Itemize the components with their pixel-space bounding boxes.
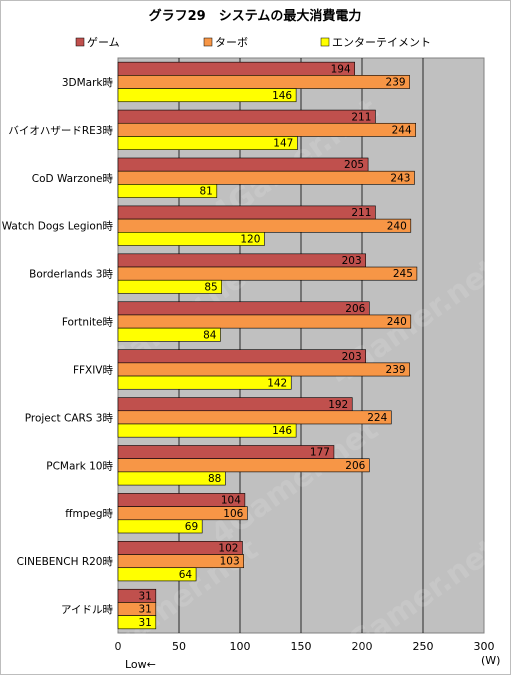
bar-value-label: 81 (199, 186, 212, 198)
bar-2 (117, 327, 221, 342)
bar-value-label: 31 (138, 617, 151, 629)
unit-label: (W) (481, 654, 500, 667)
category-label: ffmpeg時 (65, 508, 113, 520)
bar-value-label: 88 (208, 473, 221, 485)
bar-value-label: 206 (345, 460, 365, 472)
bar-2 (117, 184, 218, 198)
bar-value-label: 211 (351, 111, 371, 123)
category-label: Fortnite時 (62, 317, 114, 329)
bar-value-label: 147 (273, 138, 293, 150)
x-tick-label: 200 (352, 640, 373, 653)
x-tick-label: 100 (230, 640, 251, 653)
bar-value-label: 177 (310, 447, 330, 459)
plot-area: 0 50 100 150 200 250 3004Gamer.net4Gamer.net4G… (2, 57, 505, 673)
bar-value-label: 203 (342, 255, 362, 267)
category-label: Watch Dogs Legion時 (2, 221, 114, 233)
category-label: 3DMark時 (62, 77, 114, 89)
category-label: CoD Warzone時 (32, 173, 114, 185)
bar-value-label: 244 (392, 124, 412, 136)
bar-value-label: 203 (342, 351, 362, 363)
bar-2 (117, 88, 297, 103)
legend-label-0: ゲーム (87, 36, 120, 49)
bar-1 (117, 122, 416, 137)
bar-2 (117, 375, 292, 390)
x-tick-label: 150 (291, 640, 312, 653)
bar-value-label: 64 (179, 569, 193, 581)
bar-2 (117, 615, 157, 630)
category-label: バイオハザードRE3時 (8, 125, 113, 137)
bar-1 (117, 170, 415, 185)
bar-0 (117, 445, 335, 459)
bar-0 (117, 349, 366, 364)
bar-value-label: 224 (367, 412, 387, 424)
axis-note-low: Low← (125, 658, 156, 671)
bar-1 (117, 410, 392, 425)
bar-value-label: 31 (138, 590, 151, 602)
bar-value-label: 103 (220, 556, 240, 568)
bar-value-label: 104 (221, 495, 241, 507)
bar-2 (117, 279, 222, 294)
category-label: CINEBENCH R20時 (17, 556, 114, 568)
bar-value-label: 206 (345, 303, 365, 315)
bar-2 (117, 567, 197, 582)
category-label: アイドル時 (61, 604, 113, 616)
bar-0 (117, 157, 369, 172)
legend-swatch-0 (75, 37, 85, 47)
bar-0 (117, 61, 355, 76)
legend-swatch-1 (203, 37, 213, 47)
bar-1 (117, 362, 410, 377)
bar-value-label: 120 (240, 234, 260, 246)
legend-label-1: ターボ (215, 36, 248, 49)
bar-value-label: 146 (272, 425, 292, 437)
bar-2 (117, 423, 297, 438)
x-tick-label: 50 (172, 640, 186, 653)
bar-1 (117, 266, 418, 281)
bar-2 (117, 136, 298, 150)
bar-value-label: 146 (272, 90, 292, 102)
category-label: Project CARS 3時 (25, 412, 114, 424)
bar-1 (117, 75, 410, 89)
bar-value-label: 239 (386, 77, 406, 89)
bar-value-label: 69 (185, 521, 198, 533)
bar-0 (117, 397, 353, 412)
bar-value-label: 239 (386, 364, 406, 376)
legend-label-2: エンターテイメント (332, 36, 431, 49)
legend: ゲーム ターボ エンターテイメント (75, 36, 431, 49)
bar-value-label: 240 (387, 220, 407, 232)
bar-value-label: 84 (203, 329, 217, 341)
x-tick-label: 0 (115, 640, 122, 653)
bar-1 (117, 218, 412, 233)
bar-value-label: 85 (204, 281, 217, 293)
bar-value-label: 243 (390, 172, 410, 184)
bar-0 (117, 301, 370, 316)
bar-value-label: 102 (218, 543, 238, 555)
bar-2 (117, 519, 203, 534)
bar-2 (117, 471, 226, 486)
bar-0 (117, 205, 376, 220)
bar-value-label: 205 (344, 159, 364, 171)
bar-value-label: 142 (267, 377, 287, 389)
x-tick-label: 300 (474, 640, 495, 653)
bar-value-label: 192 (328, 399, 348, 411)
bar-value-label: 240 (387, 316, 407, 328)
bar-value-label: 211 (351, 207, 371, 219)
category-label: Borderlands 3時 (29, 269, 113, 281)
category-label: FFXIV時 (73, 364, 114, 376)
bar-2 (117, 232, 265, 246)
bar-1 (117, 458, 370, 473)
bar-value-label: 31 (138, 604, 151, 616)
category-label: PCMark 10時 (46, 460, 113, 472)
bar-value-label: 106 (223, 508, 243, 520)
bar-1 (117, 314, 412, 329)
bar-0 (117, 109, 376, 124)
legend-swatch-2 (320, 37, 330, 47)
x-tick-label: 250 (413, 640, 434, 653)
bar-0 (117, 253, 366, 268)
chart-title: グラフ29 システムの最大消費電力 (149, 8, 362, 24)
bar-value-label: 245 (393, 268, 413, 280)
bar-value-label: 194 (331, 63, 351, 75)
